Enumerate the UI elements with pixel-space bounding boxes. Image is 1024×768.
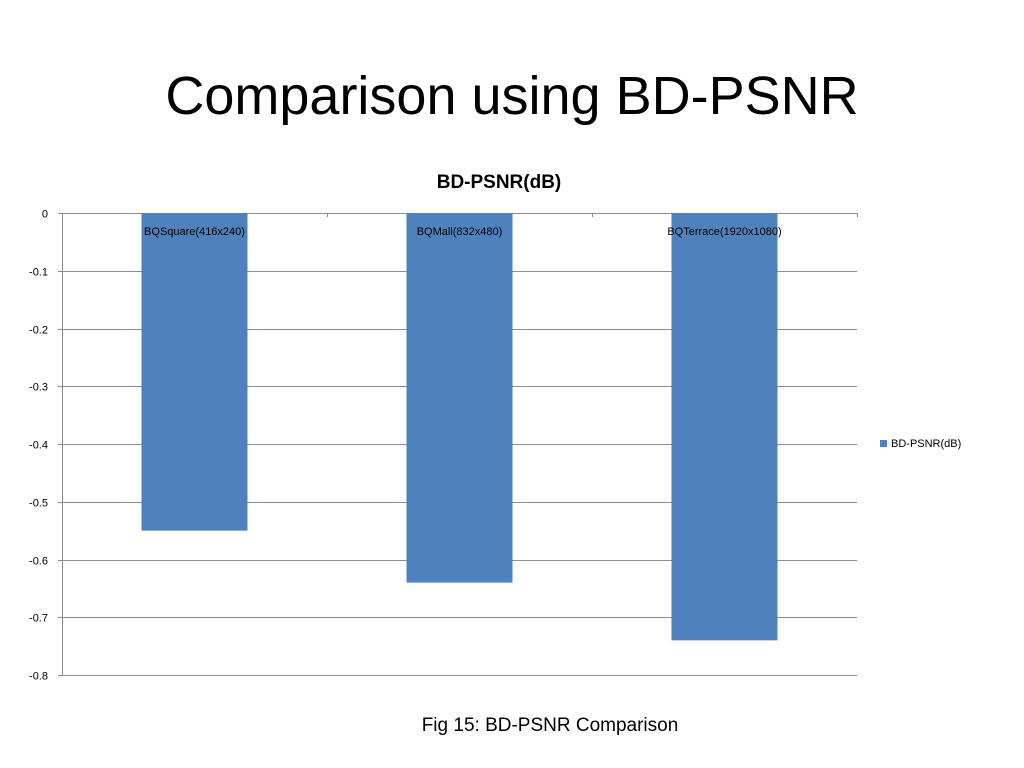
y-tick-label: -0.5	[29, 498, 48, 510]
y-tick-label: -0.7	[29, 613, 48, 625]
category-labels: BQSquare(416x240) BQMall(832x480) BQTerrac…	[144, 226, 782, 238]
category-label: BQMall(832x480)	[417, 226, 503, 238]
y-tick-label: -0.2	[29, 325, 48, 337]
legend-swatch	[880, 440, 887, 447]
y-tick-label: -0.8	[29, 671, 48, 683]
legend-label: BD-PSNR(dB)	[891, 438, 961, 450]
y-tick-label: -0.4	[29, 440, 48, 452]
y-tick-label: 0	[42, 209, 48, 221]
category-label: BQTerrace(1920x1080)	[667, 226, 781, 238]
figure-caption: Fig 15: BD-PSNR Comparison	[421, 715, 679, 736]
bars	[141, 213, 778, 641]
legend: BD-PSNR(dB)	[880, 438, 961, 450]
y-tick-label: -0.6	[29, 556, 48, 568]
category-label: BQSquare(416x240)	[144, 226, 245, 238]
bar	[141, 213, 248, 531]
y-tick-label: -0.1	[29, 267, 48, 279]
bar	[406, 213, 513, 583]
chart-title: BD-PSNR(dB)	[437, 172, 562, 193]
bar	[671, 213, 778, 641]
slide-title: Comparison using BD-PSNR	[165, 66, 859, 126]
y-axis: 0 -0.1 -0.2 -0.3 -0.4 -0.5 -0.6 -0.7 -0.8	[29, 209, 858, 683]
y-tick-label: -0.3	[29, 382, 48, 394]
